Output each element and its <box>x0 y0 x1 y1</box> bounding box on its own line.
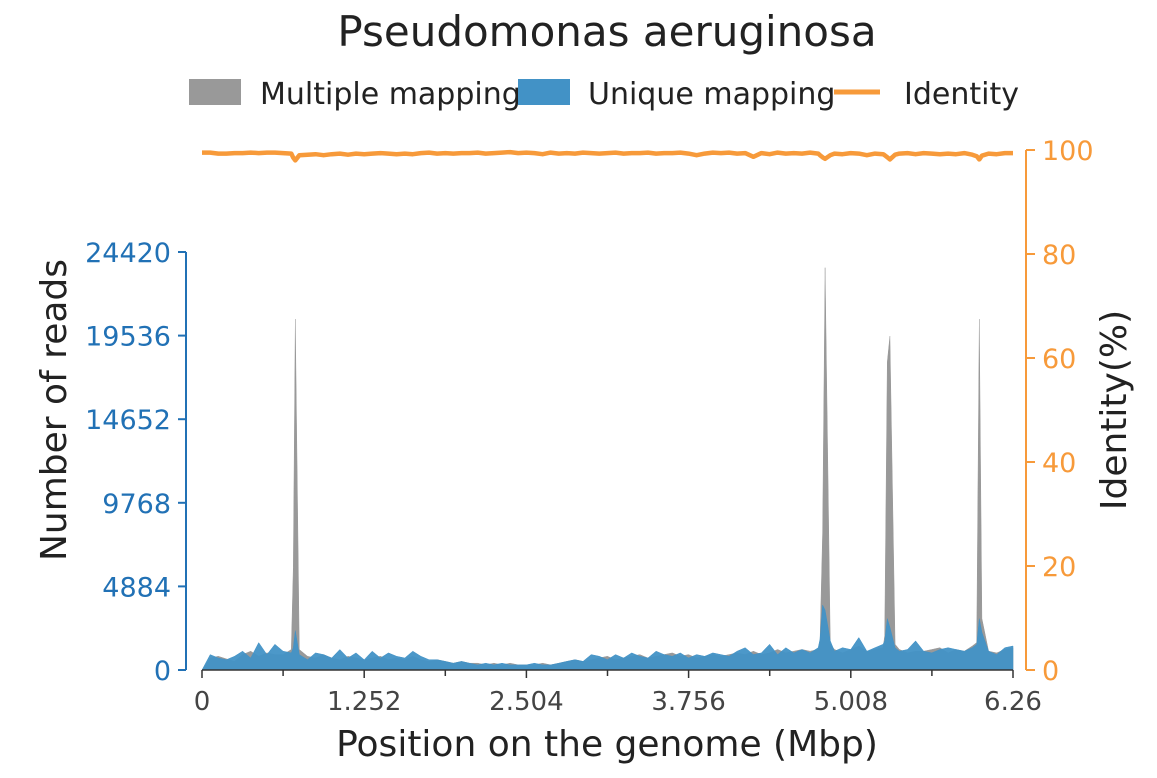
plot-areas <box>201 267 1014 671</box>
y2-tick-label: 60 <box>1042 344 1076 375</box>
y-tick-label: 24420 <box>85 238 171 269</box>
legend-label-identity: Identity <box>904 77 1019 112</box>
y-tick-label: 0 <box>154 656 171 687</box>
y2-tick-label: 20 <box>1042 552 1076 583</box>
legend-label-unique: Unique mapping <box>588 77 835 112</box>
x-tick-label: 1.252 <box>327 687 401 717</box>
identity-layer <box>202 149 1013 163</box>
y2-tick-label: 100 <box>1042 136 1094 167</box>
x-tick-label: 2.504 <box>489 687 563 717</box>
y-tick-label: 14652 <box>85 405 171 436</box>
legend-label-multiple: Multiple mapping <box>260 77 521 112</box>
x-tick-label: 3.756 <box>651 687 725 717</box>
y2-axis-label: Identity(%) <box>1094 310 1135 510</box>
y-tick-label: 4884 <box>102 572 171 603</box>
y-tick-label: 9768 <box>102 489 171 520</box>
y2-tick-label: 0 <box>1042 656 1059 687</box>
x-ticks: 0 1.252 2.504 3.756 5.008 6.26 <box>194 670 1042 717</box>
y2-tick-label: 40 <box>1042 448 1076 479</box>
x-tick-label: 5.008 <box>814 687 888 717</box>
x-tick-label: 0 <box>194 687 211 717</box>
y-tick-label: 19536 <box>85 322 171 353</box>
series-multiple-mapping <box>201 267 1014 671</box>
legend: Multiple mapping Unique mapping Identity <box>189 77 1019 112</box>
legend-swatch-unique <box>518 79 570 105</box>
y2-ticks: 0 20 40 60 80 100 <box>1026 136 1094 687</box>
chart-title: Pseudomonas aeruginosa <box>337 7 876 56</box>
x-axis-label: Position on the genome (Mbp) <box>336 724 878 765</box>
y-ticks: 0 4884 9768 14652 19536 24420 <box>85 238 186 687</box>
axes <box>185 150 1027 671</box>
series-unique-mapping <box>201 604 1014 671</box>
y2-tick-label: 80 <box>1042 240 1076 271</box>
legend-swatch-multiple <box>189 79 241 105</box>
x-tick-label: 6.26 <box>984 687 1042 717</box>
series-identity <box>202 149 1013 163</box>
y-axis-label: Number of reads <box>34 259 75 561</box>
